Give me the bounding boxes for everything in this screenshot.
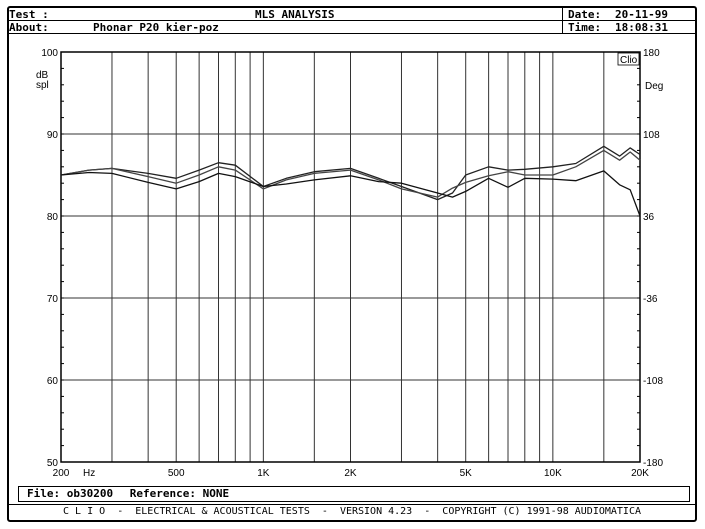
analysis-title: MLS ANALYSIS xyxy=(255,8,335,21)
reference-value: NONE xyxy=(202,487,230,500)
header-divider xyxy=(9,20,695,21)
header-bottom-line xyxy=(9,33,695,34)
y-tick-label: 80 xyxy=(47,212,59,223)
time-label: Time: xyxy=(568,21,602,34)
time-value: 18:08:31 xyxy=(615,21,668,34)
y2-axis-label: Deg xyxy=(645,81,663,92)
footer-divider xyxy=(9,504,695,505)
window-frame xyxy=(7,6,697,522)
clio-logo: Clio xyxy=(620,55,638,66)
clio-logo-box xyxy=(617,52,640,66)
about-value: Phonar P20 kier-poz xyxy=(93,21,219,34)
y2-tick-label: -180 xyxy=(643,458,663,469)
header-column-divider xyxy=(562,8,563,34)
response-curve-3 xyxy=(60,170,641,217)
date-label: Date: xyxy=(568,8,602,21)
x-tick-label: 500 xyxy=(168,468,185,479)
x-tick-label: 20K xyxy=(631,468,649,479)
response-curve-2 xyxy=(60,149,641,198)
y-axis-label: dB xyxy=(36,70,49,81)
y2-tick-label: 180 xyxy=(643,48,660,59)
date-value: 20-11-99 xyxy=(615,8,668,21)
file-info-box: File: ob30200 Reference: NONE xyxy=(18,486,690,502)
y2-tick-label: -36 xyxy=(643,294,658,305)
y-tick-label: 100 xyxy=(41,48,58,59)
x-tick-label: 5K xyxy=(460,468,473,479)
y-tick-label: 60 xyxy=(47,376,59,387)
y-tick-label: 90 xyxy=(47,130,59,141)
test-label: Test : xyxy=(9,8,49,21)
file-label: File: xyxy=(27,487,61,500)
about-label: About: xyxy=(9,21,49,34)
y-tick-label: 70 xyxy=(47,294,59,305)
x-tick-label: 200 xyxy=(53,468,70,479)
y2-tick-label: -108 xyxy=(643,376,663,387)
credits-line: C L I O - ELECTRICAL & ACOUSTICAL TESTS … xyxy=(63,506,641,517)
file-value: ob30200 xyxy=(66,487,114,500)
x-tick-label: 1K xyxy=(257,468,270,479)
y2-tick-label: 108 xyxy=(643,130,660,141)
y-tick-label: 50 xyxy=(47,458,59,469)
x-tick-label: 10K xyxy=(544,468,562,479)
x-unit-label: Hz xyxy=(83,468,95,479)
y-axis-label: spl xyxy=(36,80,49,91)
y2-tick-label: 36 xyxy=(643,212,655,223)
plot-border xyxy=(60,51,641,463)
reference-label: Reference: xyxy=(129,487,196,500)
x-tick-label: 2K xyxy=(344,468,357,479)
